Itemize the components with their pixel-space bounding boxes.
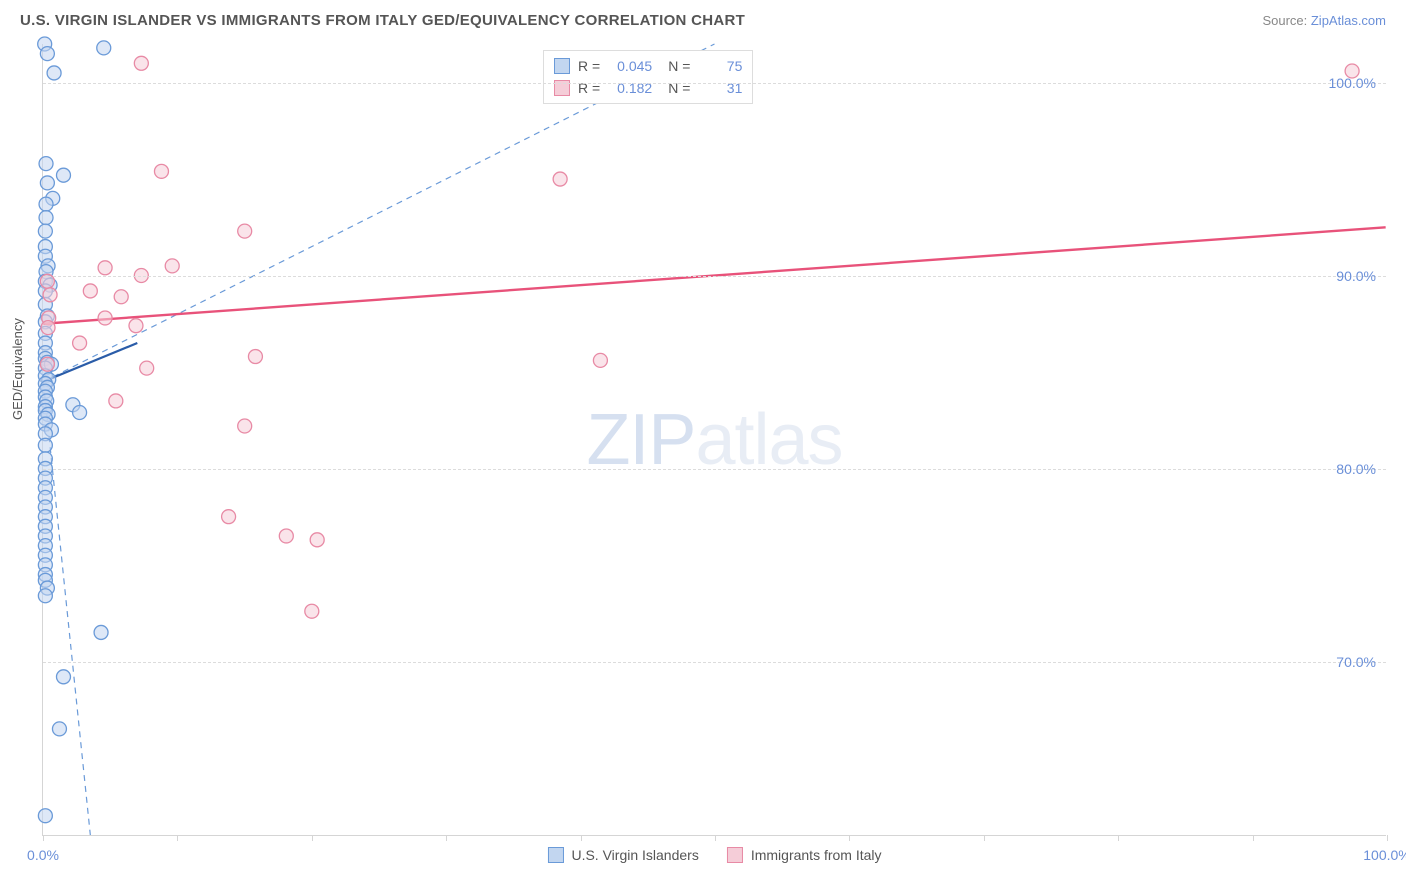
- x-tick-mark: [43, 835, 44, 841]
- r-value-2: 0.182: [608, 77, 652, 99]
- legend-label-2: Immigrants from Italy: [751, 847, 882, 863]
- x-tick-label: 100.0%: [1363, 847, 1406, 863]
- swatch-blue: [547, 847, 563, 863]
- n-label: N =: [668, 55, 690, 77]
- x-tick-label: 0.0%: [27, 847, 59, 863]
- n-value-1: 75: [698, 55, 742, 77]
- correlation-legend-box: R = 0.045 N = 75 R = 0.182 N = 31: [543, 50, 753, 104]
- y-tick-label: 70.0%: [1336, 654, 1376, 670]
- y-axis-label: GED/Equivalency: [10, 318, 25, 420]
- source-attribution: Source: ZipAtlas.com: [1262, 13, 1386, 28]
- r-label: R =: [578, 77, 600, 99]
- x-tick-mark: [581, 835, 582, 841]
- gridline: [43, 662, 1386, 663]
- source-link[interactable]: ZipAtlas.com: [1311, 13, 1386, 28]
- chart-plot-area: ZIPatlas R = 0.045 N = 75 R = 0.182 N = …: [42, 44, 1386, 836]
- n-value-2: 31: [698, 77, 742, 99]
- bottom-legend: U.S. Virgin Islanders Immigrants from It…: [547, 847, 881, 863]
- x-tick-mark: [1387, 835, 1388, 841]
- legend-item-1: U.S. Virgin Islanders: [547, 847, 698, 863]
- x-tick-mark: [984, 835, 985, 841]
- r-value-1: 0.045: [608, 55, 652, 77]
- x-tick-mark: [849, 835, 850, 841]
- correlation-row-series2: R = 0.182 N = 31: [554, 77, 742, 99]
- source-prefix: Source:: [1262, 13, 1310, 28]
- x-tick-mark: [715, 835, 716, 841]
- swatch-blue: [554, 58, 570, 74]
- r-label: R =: [578, 55, 600, 77]
- y-tick-label: 90.0%: [1336, 268, 1376, 284]
- gridline: [43, 276, 1386, 277]
- swatch-pink: [727, 847, 743, 863]
- legend-label-1: U.S. Virgin Islanders: [571, 847, 698, 863]
- n-label: N =: [668, 77, 690, 99]
- scatter-plot-svg: [43, 44, 1386, 835]
- y-tick-label: 80.0%: [1336, 461, 1376, 477]
- x-tick-mark: [1253, 835, 1254, 841]
- chart-title: U.S. VIRGIN ISLANDER VS IMMIGRANTS FROM …: [20, 12, 745, 29]
- x-tick-mark: [1118, 835, 1119, 841]
- legend-item-2: Immigrants from Italy: [727, 847, 882, 863]
- x-tick-mark: [177, 835, 178, 841]
- gridline: [43, 83, 1386, 84]
- y-tick-label: 100.0%: [1329, 75, 1376, 91]
- gridline: [43, 469, 1386, 470]
- x-tick-mark: [446, 835, 447, 841]
- x-tick-mark: [312, 835, 313, 841]
- correlation-row-series1: R = 0.045 N = 75: [554, 55, 742, 77]
